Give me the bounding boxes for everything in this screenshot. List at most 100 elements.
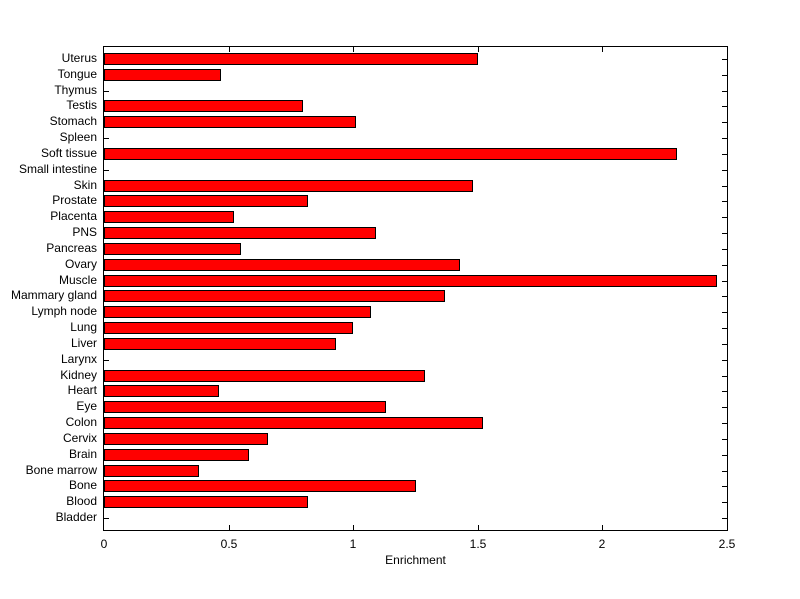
bar-uterus <box>104 53 478 65</box>
y-axis-tick-left <box>104 518 109 519</box>
x-axis-tick-top <box>353 47 354 52</box>
bar-testis <box>104 100 303 112</box>
y-axis-label: Lung <box>70 320 97 334</box>
y-axis-tick-right <box>722 376 727 377</box>
bar-lung <box>104 322 353 334</box>
y-axis-label: Larynx <box>60 352 97 366</box>
y-axis-tick-left <box>104 91 109 92</box>
y-axis-label: Bone <box>68 478 97 492</box>
y-axis-tick-right <box>722 518 727 519</box>
y-axis-label: Kidney <box>60 368 97 382</box>
bar-heart <box>104 385 219 397</box>
y-axis-tick-right <box>722 154 727 155</box>
y-axis-label: Placenta <box>50 209 97 223</box>
x-axis-tick-bottom <box>602 525 603 530</box>
y-axis-label: Blood <box>66 494 97 508</box>
y-axis-label: Muscle <box>58 273 97 287</box>
y-axis-label: Thymus <box>54 83 97 97</box>
y-axis-tick-right <box>722 233 727 234</box>
y-axis-label: Eye <box>76 399 97 413</box>
x-axis-tick-top <box>602 47 603 52</box>
bar-liver <box>104 338 336 350</box>
y-axis-tick-right <box>722 217 727 218</box>
y-axis-tick-right <box>722 91 727 92</box>
y-axis-label: Heart <box>67 383 97 397</box>
y-axis-tick-right <box>722 59 727 60</box>
bar-cervix <box>104 433 268 445</box>
y-axis-tick-right <box>722 296 727 297</box>
y-axis-tick-right <box>722 281 727 282</box>
y-axis-label: Soft tissue <box>40 146 97 160</box>
bar-mammary-gland <box>104 290 445 302</box>
bar-pancreas <box>104 243 241 255</box>
y-axis-label: Prostate <box>52 193 97 207</box>
bar-prostate <box>104 195 308 207</box>
y-axis-tick-right <box>722 249 727 250</box>
y-axis-label: Skin <box>73 178 97 192</box>
plot-area <box>103 46 728 531</box>
bar-eye <box>104 401 386 413</box>
x-axis-tick-label: 0.5 <box>220 537 238 551</box>
x-axis-tick-top <box>229 47 230 52</box>
y-axis-label: Lymph node <box>31 304 97 318</box>
y-axis-label: Liver <box>70 336 97 350</box>
y-axis-tick-right <box>722 328 727 329</box>
y-axis-label: Pancreas <box>46 241 97 255</box>
y-axis-tick-right <box>722 312 727 313</box>
y-axis-tick-right <box>722 170 727 171</box>
x-axis-tick-label: 0 <box>100 537 108 551</box>
y-axis-label: Ovary <box>64 257 97 271</box>
y-axis-label: Brain <box>68 447 97 461</box>
y-axis-tick-right <box>722 201 727 202</box>
y-axis-label: Uterus <box>61 51 97 65</box>
bar-colon <box>104 417 483 429</box>
bar-lymph-node <box>104 306 371 318</box>
y-axis-label: PNS <box>72 225 97 239</box>
y-axis-label: Tongue <box>57 67 97 81</box>
y-axis-tick-right <box>722 423 727 424</box>
x-axis-tick-bottom <box>229 525 230 530</box>
y-axis-tick-right <box>722 502 727 503</box>
y-axis-label: Cervix <box>62 431 97 445</box>
y-axis-tick-right <box>722 75 727 76</box>
bar-blood <box>104 496 308 508</box>
y-axis-tick-right <box>722 360 727 361</box>
y-axis-tick-right <box>722 471 727 472</box>
x-axis-tick-label: 2 <box>598 537 606 551</box>
x-axis-tick-label: 2.5 <box>718 537 736 551</box>
y-axis-tick-right <box>722 122 727 123</box>
y-axis-tick-right <box>722 138 727 139</box>
y-axis-label: Stomach <box>49 114 97 128</box>
y-axis-tick-right <box>722 486 727 487</box>
y-axis-tick-right <box>722 186 727 187</box>
bar-tongue <box>104 69 221 81</box>
x-axis-tick-label: 1 <box>349 537 357 551</box>
x-axis-tick-bottom <box>478 525 479 530</box>
y-axis-tick-right <box>722 265 727 266</box>
y-axis-tick-right <box>722 407 727 408</box>
bar-bone-marrow <box>104 465 199 477</box>
bar-bone <box>104 480 416 492</box>
y-axis-tick-right <box>722 455 727 456</box>
x-axis-tick-top <box>478 47 479 52</box>
bar-brain <box>104 449 249 461</box>
y-axis-label: Bladder <box>55 510 97 524</box>
y-axis-label: Testis <box>66 98 97 112</box>
y-axis-tick-right <box>722 344 727 345</box>
bar-placenta <box>104 211 234 223</box>
y-axis-tick-left <box>104 138 109 139</box>
y-axis-label: Bone marrow <box>25 463 97 477</box>
y-axis-label: Spleen <box>59 130 97 144</box>
y-axis-tick-left <box>104 170 109 171</box>
x-axis-tick-bottom <box>353 525 354 530</box>
x-axis-title: Enrichment <box>385 553 446 567</box>
y-axis-label: Colon <box>65 415 97 429</box>
y-axis-tick-right <box>722 439 727 440</box>
bar-stomach <box>104 116 356 128</box>
bar-kidney <box>104 370 425 382</box>
y-axis-tick-right <box>722 106 727 107</box>
y-axis-tick-right <box>722 391 727 392</box>
x-axis-tick-label: 1.5 <box>469 537 487 551</box>
bar-soft-tissue <box>104 148 677 160</box>
